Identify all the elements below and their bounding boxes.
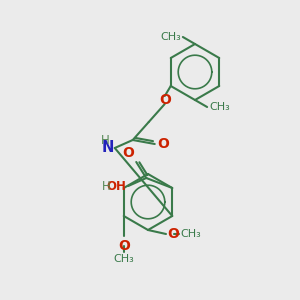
Text: O: O [157, 137, 169, 151]
Text: O: O [118, 239, 130, 253]
Text: CH₃: CH₃ [113, 254, 134, 264]
Text: O: O [167, 227, 179, 241]
Text: O: O [122, 146, 134, 160]
Text: H: H [100, 134, 109, 146]
Text: CH₃: CH₃ [180, 229, 201, 239]
Text: CH₃: CH₃ [160, 32, 181, 42]
Text: N: N [101, 140, 114, 155]
Text: CH₃: CH₃ [209, 102, 230, 112]
Text: OH: OH [106, 181, 126, 194]
Text: O: O [159, 93, 171, 107]
Text: H: H [102, 181, 111, 194]
